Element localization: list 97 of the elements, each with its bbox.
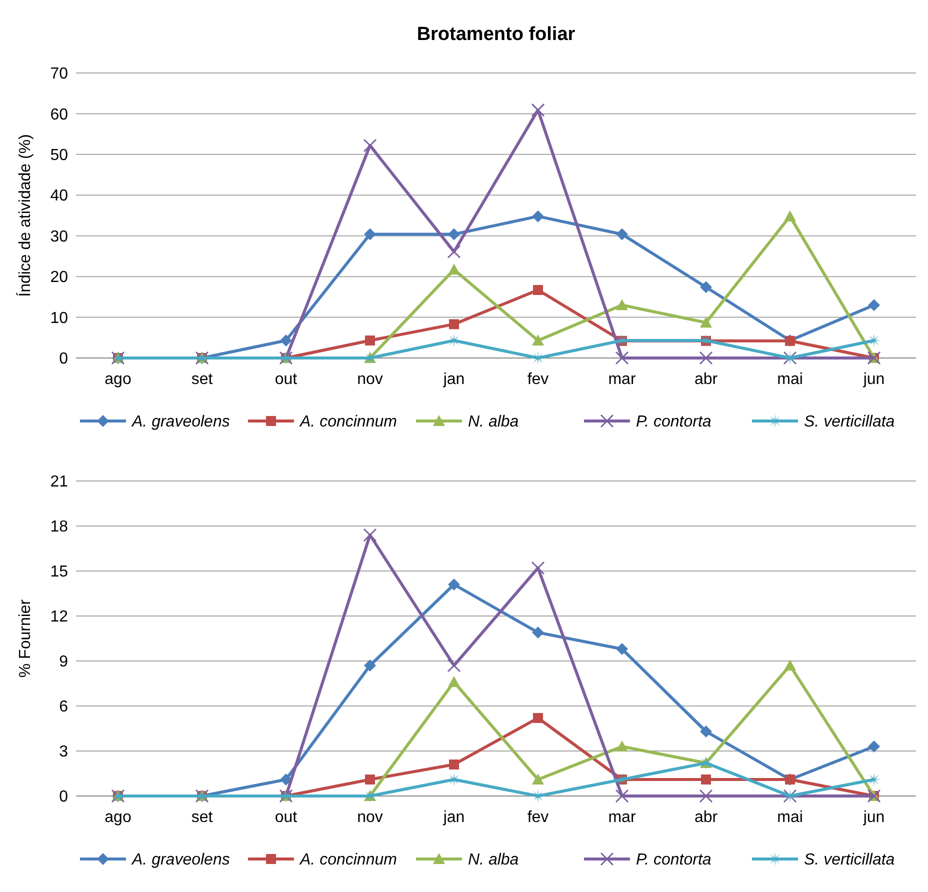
point <box>532 774 544 784</box>
x-tick-label: abr <box>694 809 718 826</box>
point <box>616 643 628 655</box>
point <box>701 774 711 784</box>
y-tick-label: 9 <box>59 654 68 671</box>
y-tick-label: 60 <box>50 106 68 124</box>
point <box>532 626 544 638</box>
legend-label: A. concinnum <box>299 852 397 869</box>
point <box>531 351 545 365</box>
point <box>363 528 377 542</box>
point <box>447 333 461 348</box>
legend-label: P. contorta <box>636 414 712 431</box>
x-tick-label: out <box>274 809 298 826</box>
x-tick-label: mar <box>608 371 636 388</box>
x-tick-label: set <box>191 371 214 388</box>
x-tick-label: fev <box>527 809 549 826</box>
point <box>700 281 712 294</box>
point <box>531 789 545 803</box>
y-tick-label: 50 <box>50 147 68 164</box>
point <box>868 740 880 752</box>
x-tick-label: mar <box>608 809 636 826</box>
legend-label: A. graveolens <box>131 852 230 869</box>
x-tick-label: set <box>191 809 214 826</box>
chart-title: Brotamento foliar <box>416 24 576 45</box>
legend-label: N. alba <box>468 852 519 869</box>
x-tick-label: jun <box>862 809 885 826</box>
point <box>616 228 628 240</box>
point <box>616 299 628 310</box>
point <box>699 789 713 803</box>
point <box>365 774 375 784</box>
x-tick-label: abr <box>694 371 718 388</box>
legend-label: S. verticillata <box>804 414 895 431</box>
point <box>616 740 628 752</box>
point <box>448 264 460 275</box>
point <box>448 578 460 590</box>
x-tick-label: jan <box>442 371 465 388</box>
y-tick-label: 20 <box>50 269 68 286</box>
y-tick-label: 18 <box>50 518 68 536</box>
point <box>364 228 376 240</box>
point <box>448 676 460 687</box>
point <box>447 658 461 672</box>
point <box>447 772 461 786</box>
point <box>532 210 544 222</box>
x-tick-label: mai <box>777 371 803 388</box>
point <box>867 772 881 786</box>
point <box>448 228 460 240</box>
x-tick-label: out <box>274 371 298 388</box>
point <box>365 335 375 346</box>
x-tick-label: ago <box>104 371 132 388</box>
legend-label: A. concinnum <box>299 414 397 431</box>
point <box>280 334 292 346</box>
y-tick-label: 40 <box>50 188 68 205</box>
x-tick-label: fev <box>527 371 549 388</box>
point <box>447 244 461 258</box>
y-tick-label: 0 <box>59 350 68 368</box>
x-tick-label: nov <box>357 371 383 388</box>
point <box>449 319 459 330</box>
point <box>532 334 544 346</box>
y-axis-title: Índice de atividade (%) <box>16 134 34 297</box>
point <box>784 210 796 222</box>
y-tick-label: 3 <box>59 744 68 761</box>
point <box>615 789 629 803</box>
point <box>531 561 545 575</box>
legend-label: P. contorta <box>636 852 712 869</box>
legend-label: A. graveolens <box>131 414 230 431</box>
y-axis-title: % Fournier <box>17 598 34 678</box>
x-tick-label: nov <box>357 809 383 826</box>
y-tick-label: 10 <box>50 310 68 327</box>
y-tick-label: 0 <box>59 788 68 806</box>
y-tick-label: 6 <box>59 698 68 716</box>
point <box>615 333 629 348</box>
y-tick-label: 21 <box>50 474 68 491</box>
legend-label: N. alba <box>468 414 519 431</box>
point <box>280 774 292 786</box>
legend-label: S. verticillata <box>804 852 895 869</box>
x-tick-label: ago <box>104 809 132 826</box>
point <box>531 103 545 117</box>
x-tick-label: jan <box>442 809 465 826</box>
point <box>364 660 376 672</box>
point <box>699 333 713 348</box>
y-tick-label: 70 <box>50 66 68 83</box>
point <box>449 760 459 770</box>
point <box>700 316 712 328</box>
point <box>533 713 543 723</box>
point <box>784 660 796 670</box>
point <box>363 138 377 152</box>
x-tick-label: jun <box>862 371 885 388</box>
y-tick-label: 30 <box>50 228 68 246</box>
point <box>868 299 880 312</box>
point <box>533 285 543 296</box>
point <box>615 351 629 365</box>
y-tick-label: 12 <box>50 608 68 626</box>
point <box>699 351 713 365</box>
x-tick-label: mai <box>777 809 803 826</box>
point <box>867 333 881 348</box>
y-tick-label: 15 <box>50 564 68 581</box>
point <box>700 726 712 738</box>
